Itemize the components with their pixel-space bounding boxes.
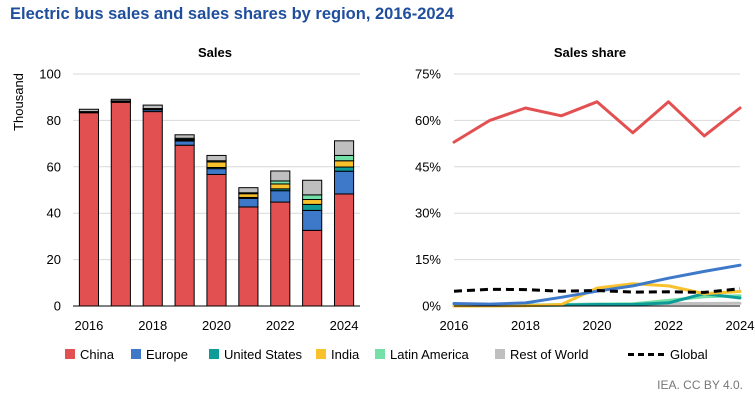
legend-swatch [209,349,219,359]
legend-label: Rest of World [510,346,589,362]
sales-bar-europe-2019 [174,140,195,146]
sales-bar-rest-of-world-2019 [174,134,195,139]
sales-x-tick-label: 2024 [330,318,359,333]
chart-title: Electric bus sales and sales shares by r… [10,5,454,23]
sales-bar-india-2022 [270,183,291,190]
sales-bar-europe-2020 [206,168,227,175]
sales-bar-rest-of-world-2024 [333,140,355,156]
sales-share-panel: Sales share 0% 15% 30% 45% 60% 75% 2016 2018 202… [415,45,754,333]
sales-share-y-tick-label: 0% [422,299,441,314]
sales-bar-rest-of-world-2016 [78,108,100,113]
legend-item-china: China [65,344,114,364]
sales-share-y-tick-label: 45% [415,159,441,174]
legend-swatch [131,349,141,359]
sales-bar-rest-of-world-2021 [238,187,259,194]
sales-bar-europe-2022 [270,190,291,203]
sales-bar-united-states-2023 [302,203,323,211]
source-credit: IEA. CC BY 4.0. [657,378,743,392]
sales-bar-rest-of-world-2017 [110,98,131,102]
sales-share-x-tick-label: 2022 [654,318,683,333]
sales-share-line-china [452,100,742,144]
sales-x-tick-label: 2018 [138,318,167,333]
sales-y-tick-label: 20 [47,252,61,267]
sales-axes: 0 20 40 60 80 100 2016 2018 2020 2022 2024 [39,67,360,333]
sales-bar-latin-america-2023 [302,194,323,201]
sales-share-y-tick-label: 15% [415,252,441,267]
sales-bar-latin-america-2024 [333,154,355,162]
sales-share-line-global [453,287,741,294]
sales-share-y-tick-label: 30% [415,206,441,221]
sales-bar-china-2017 [110,101,131,307]
legend: China Europe United States India Latin Ameri… [40,344,740,364]
sales-bar-china-2023 [302,229,323,307]
legend-swatch [628,352,664,356]
sales-bar-india-2023 [302,199,323,205]
sales-bar-europe-2023 [302,209,323,231]
sales-share-axes: 0% 15% 30% 45% 60% 75% 2016 2018 2020 2022 2024 [415,67,754,334]
sales-bar-china-2018 [142,111,163,307]
sales-share-y-tick-label: 75% [415,67,441,82]
sales-bar-europe-2024 [333,170,355,195]
sales-bar-china-2022 [270,201,291,307]
legend-swatch [495,349,505,359]
legend-label: United States [224,346,303,362]
sales-bar-india-2020 [206,161,227,168]
sales-y-tick-label: 40 [47,206,61,221]
sales-bars [78,98,355,307]
sales-bar-china-2016 [78,112,100,307]
sales-bar-rest-of-world-2022 [270,170,291,182]
legend-item-europe: Europe [131,344,188,364]
legend-label: Latin America [390,346,469,362]
legend-label: Europe [146,346,188,362]
sales-share-x-tick-label: 2018 [511,318,540,333]
sales-bar-rest-of-world-2018 [142,104,163,110]
legend-item-rest-of-world: Rest of World [495,344,589,364]
sales-bar-europe-2021 [238,197,259,208]
sales-x-tick-label: 2016 [74,318,103,333]
legend-label: Global [670,346,708,362]
sales-y-axis-label: Thousand [11,73,26,131]
legend-swatch [375,349,385,359]
sales-x-tick-label: 2020 [202,318,231,333]
sales-bar-china-2024 [333,193,355,307]
legend-item-india: India [316,344,359,364]
sales-bar-india-2021 [238,193,259,198]
sales-y-tick-label: 60 [47,159,61,174]
sales-bar-china-2021 [238,206,259,307]
legend-label: India [331,346,360,362]
sales-bar-china-2019 [174,144,195,307]
legend-item-united-states: United States [209,344,302,364]
sales-panel-title: Sales [198,45,232,60]
sales-share-panel-title: Sales share [554,45,626,60]
legend-item-latin-america: Latin America [375,344,469,364]
sales-y-tick-label: 0 [54,299,61,314]
sales-bar-rest-of-world-2020 [206,154,227,162]
sales-panel: Sales Thousand 0 20 40 60 80 100 2016 2018 2020 2… [11,45,360,333]
legend-item-global: Global [628,344,708,364]
legend-swatch [316,349,326,359]
sales-share-gridlines [454,73,740,261]
sales-y-tick-label: 80 [47,113,61,128]
sales-share-x-tick-label: 2024 [726,318,755,333]
legend-label: China [80,346,114,362]
legend-swatch [65,349,75,359]
sales-x-tick-label: 2022 [266,318,295,333]
sales-bar-united-states-2024 [333,166,355,172]
sales-bar-china-2020 [206,173,227,307]
sales-share-lines [452,100,742,308]
sales-bar-rest-of-world-2023 [302,179,323,196]
sales-share-x-tick-label: 2016 [440,318,469,333]
sales-bar-india-2024 [333,160,355,168]
sales-share-y-tick-label: 60% [415,113,441,128]
sales-y-tick-label: 100 [39,67,61,82]
sales-share-x-tick-label: 2020 [583,318,612,333]
